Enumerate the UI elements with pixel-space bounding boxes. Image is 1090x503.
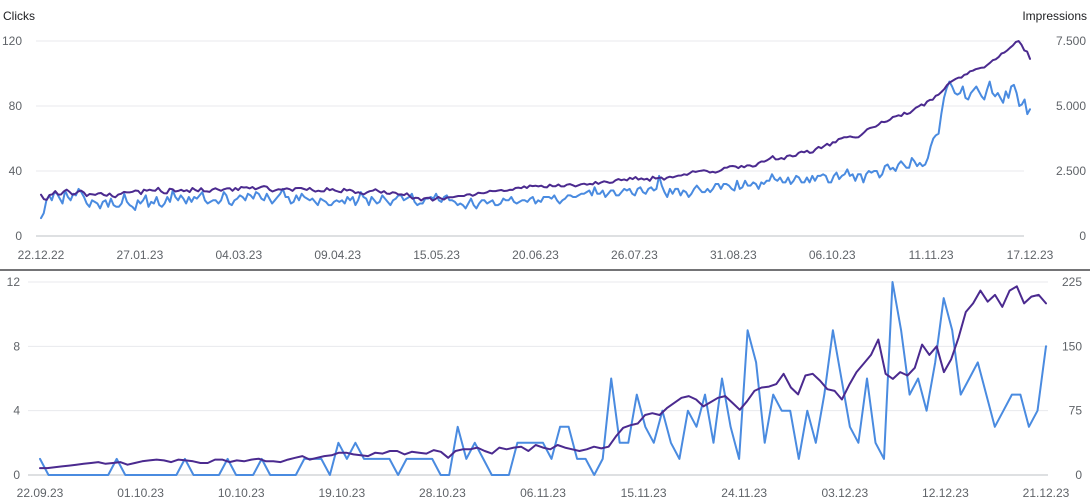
y-tick-label: 0 <box>15 229 22 243</box>
y2-tick-label: 2.500 <box>1056 164 1086 178</box>
x-tick-label: 06.10.23 <box>809 248 856 262</box>
x-tick-label: 15.05.23 <box>413 248 460 262</box>
clicks-series-line <box>39 281 1047 476</box>
x-tick-label: 15.11.23 <box>621 486 667 500</box>
x-tick-label: 24.11.23 <box>721 486 767 500</box>
y-tick-label: 120 <box>2 34 22 48</box>
x-tick-label: 26.07.23 <box>611 248 658 262</box>
y-tick-label: 8 <box>13 339 20 353</box>
x-tick-label: 31.08.23 <box>710 248 757 262</box>
x-tick-label: 06.11.23 <box>520 486 566 500</box>
y2-tick-label: 7.500 <box>1056 34 1086 48</box>
y-tick-label: 0 <box>13 468 20 482</box>
x-tick-label: 09.04.23 <box>314 248 361 262</box>
x-tick-label: 11.11.23 <box>909 248 954 262</box>
x-tick-label: 01.10.23 <box>117 486 164 500</box>
y-tick-label: 4 <box>13 404 20 418</box>
y2-axis-title: Impressions <box>1022 9 1087 23</box>
y2-tick-label: 150 <box>1062 339 1082 353</box>
x-tick-label: 20.06.23 <box>512 248 559 262</box>
impressions-series-line <box>39 285 1047 470</box>
x-tick-label: 22.12.22 <box>18 248 65 262</box>
x-tick-label: 10.10.23 <box>218 486 265 500</box>
chart-bottom: 0 4 8 12 0 75 150 225 22.09.23 01.10.23 10.10.23 19… <box>7 275 1083 500</box>
x-tick-label: 28.10.23 <box>419 486 466 500</box>
y-tick-label: 12 <box>7 275 21 289</box>
x-tick-label: 17.12.23 <box>1007 248 1054 262</box>
x-tick-label: 22.09.23 <box>17 486 64 500</box>
y-tick-label: 80 <box>9 99 23 113</box>
y2-tick-label: 225 <box>1062 275 1082 289</box>
x-tick-label: 27.01.23 <box>117 248 164 262</box>
x-tick-label: 19.10.23 <box>318 486 365 500</box>
y2-tick-label: 0 <box>1079 229 1086 243</box>
x-tick-label: 12.12.23 <box>922 486 969 500</box>
clicks-series-line <box>40 80 1031 220</box>
y-tick-label: 40 <box>9 164 23 178</box>
x-tick-label: 21.12.23 <box>1023 486 1070 500</box>
y-axis-title: Clicks <box>3 9 35 23</box>
x-tick-label: 03.12.23 <box>821 486 868 500</box>
x-tick-label: 04.03.23 <box>215 248 262 262</box>
chart-top: 0 40 80 120 0 2.500 5.000 7.500 22.12.22 27.01.23… <box>2 9 1087 262</box>
impressions-series-line <box>40 40 1031 202</box>
y2-tick-label: 75 <box>1069 404 1083 418</box>
y2-tick-label: 0 <box>1075 468 1082 482</box>
y2-tick-label: 5.000 <box>1056 99 1086 113</box>
